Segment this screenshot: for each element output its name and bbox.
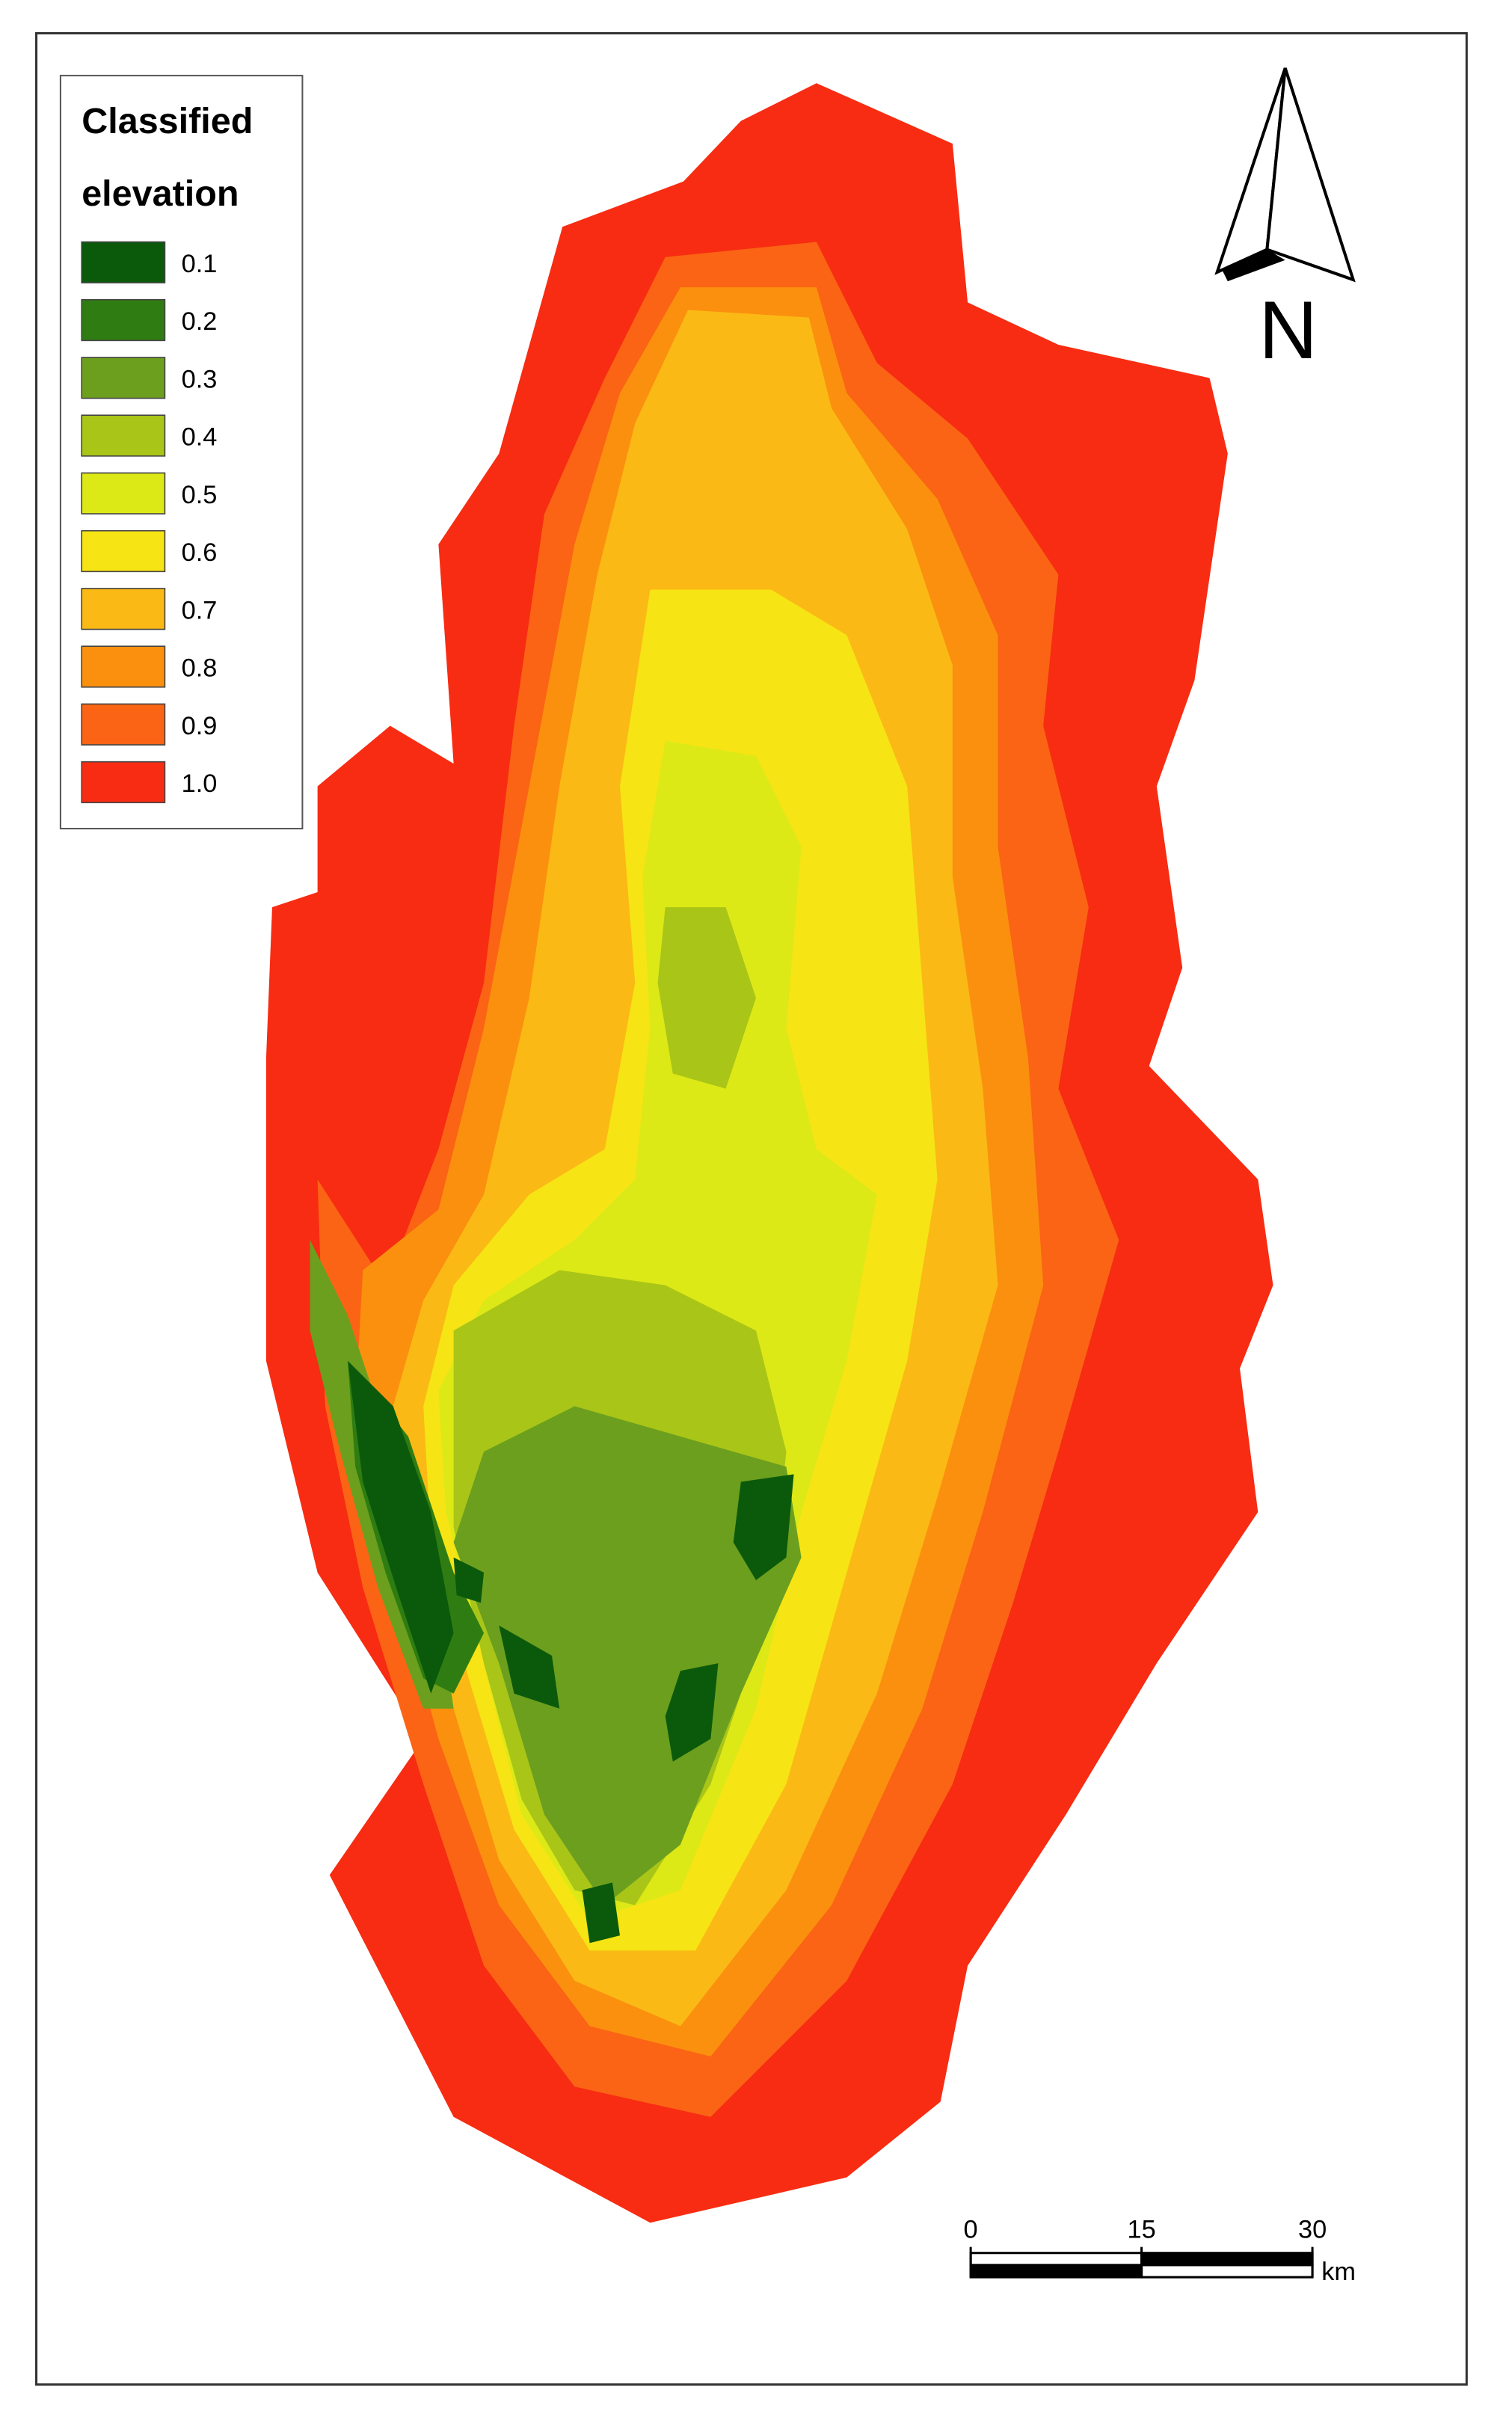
zone-0-3 (453, 1406, 802, 1905)
legend-label: 0.6 (182, 538, 218, 567)
zone-0-1-a (348, 1360, 454, 1694)
scale-segment (1140, 2252, 1314, 2267)
scale-segment (969, 2252, 1143, 2267)
legend-label: 0.8 (182, 654, 218, 683)
scale-segment (969, 2264, 1143, 2279)
legend-label: 0.5 (182, 481, 218, 509)
legend-label: 1.0 (182, 770, 218, 798)
north-label: N (1259, 285, 1318, 376)
scale-unit: km (1321, 2258, 1356, 2286)
legend: Classified elevation 0.1 0.2 0.3 0.4 0.5 0.6 0… (59, 75, 304, 830)
legend-swatch (81, 472, 166, 515)
zone-0-1-e (582, 1882, 621, 1944)
north-arrow-right (1265, 67, 1356, 283)
legend-swatch (81, 241, 166, 283)
elevation-map (265, 83, 1273, 2223)
scale-label: 15 (1127, 2215, 1155, 2243)
scale-label: 30 (1298, 2215, 1327, 2243)
zone-0-1-d (499, 1625, 560, 1709)
legend-label: 0.4 (182, 423, 218, 452)
legend-swatch (81, 645, 166, 688)
legend-swatch (81, 761, 166, 804)
legend-title: elevation (82, 173, 239, 214)
zone-0-4-north (657, 907, 756, 1089)
zone-0-1-c (665, 1663, 719, 1762)
legend-label: 0.1 (182, 250, 218, 278)
north-arrow-base (1221, 249, 1285, 282)
legend-swatch (81, 298, 166, 342)
legend-label: 0.9 (182, 712, 218, 740)
legend-swatch (81, 414, 166, 457)
legend-swatch (81, 529, 166, 573)
legend-swatch (81, 357, 166, 399)
legend-swatch (81, 588, 166, 630)
scale-label: 0 (964, 2215, 978, 2243)
scale-bar: 0 15 30 km (964, 2215, 1356, 2286)
legend-title: Classified (82, 101, 253, 141)
legend-swatch (81, 703, 166, 746)
legend-label: 0.7 (182, 596, 218, 624)
zone-0-1-b (733, 1474, 794, 1580)
scale-segment (1140, 2264, 1314, 2279)
legend-label: 0.2 (182, 307, 218, 336)
north-arrow: N (1214, 67, 1356, 376)
legend-label: 0.3 (182, 365, 218, 393)
